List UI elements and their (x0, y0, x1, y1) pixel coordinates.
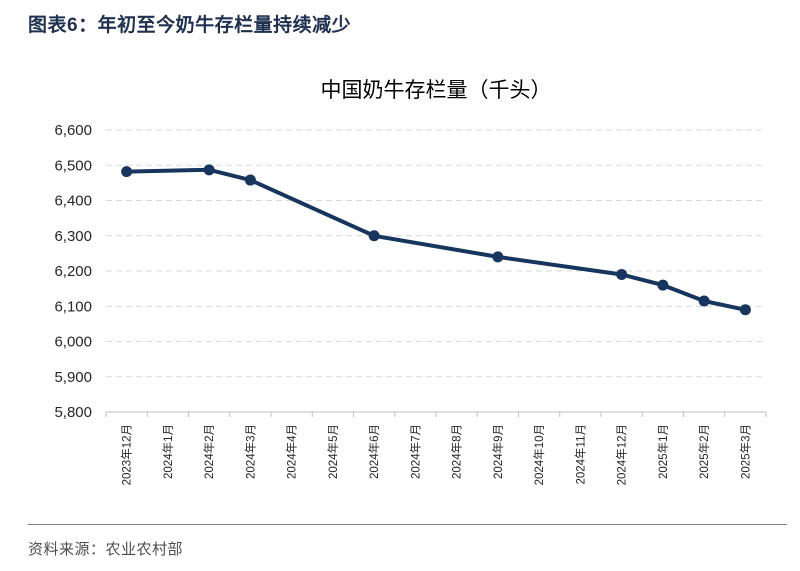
data-point-marker (121, 166, 133, 178)
data-point-marker (368, 230, 380, 242)
data-point-marker (657, 279, 669, 291)
x-axis-tick-label: 2024年7月 (408, 424, 422, 479)
x-axis-tick-label: 2024年8月 (450, 424, 464, 479)
x-axis-tick-label: 2024年9月 (491, 424, 505, 479)
x-axis-tick-label: 2025年1月 (656, 424, 670, 479)
x-axis-tick-label: 2024年3月 (243, 424, 257, 479)
y-axis-tick-label: 6,200 (54, 263, 92, 280)
source-divider-rule (28, 524, 787, 525)
x-axis-tick-label: 2024年2月 (202, 424, 216, 479)
data-point-marker (492, 251, 504, 263)
y-axis-tick-label: 6,500 (54, 157, 92, 174)
figure-header-title: 图表6：年初至今奶牛存栏量持续减少 (28, 15, 352, 36)
x-axis-tick-label: 2024年4月 (285, 424, 299, 479)
x-axis-tick-label: 2024年1月 (161, 424, 175, 479)
data-point-marker (739, 304, 751, 316)
x-axis-tick-label: 2024年11月 (573, 424, 587, 485)
source-note: 资料来源：农业农村部 (28, 541, 184, 558)
y-axis-tick-label: 6,400 (54, 193, 92, 210)
data-point-marker (244, 174, 256, 186)
data-point-marker (698, 295, 710, 307)
data-line (124, 167, 748, 312)
y-axis-tick-label: 6,300 (54, 228, 92, 245)
y-axis-tick-label: 6,600 (54, 122, 92, 139)
data-point-marker (203, 164, 215, 176)
x-axis-tick-label: 2024年5月 (326, 424, 340, 479)
chart-title: 中国奶牛存栏量（千头） (320, 79, 552, 102)
x-axis-tick-label: 2024年10月 (532, 424, 546, 485)
y-axis-tick-label: 6,000 (54, 334, 92, 351)
x-axis-tick-label: 2023年12月 (120, 424, 134, 485)
x-axis-tick-label: 2025年3月 (738, 424, 752, 479)
x-axis-tick-label: 2025年2月 (697, 424, 711, 479)
x-axis-tick-label: 2024年12月 (615, 424, 629, 485)
x-axis-tick-label: 2024年6月 (367, 424, 381, 479)
y-axis-tick-label: 5,900 (54, 369, 92, 386)
y-axis-tick-label: 5,800 (54, 404, 92, 421)
data-point-marker (616, 269, 628, 281)
y-axis-tick-label: 6,100 (54, 298, 92, 315)
